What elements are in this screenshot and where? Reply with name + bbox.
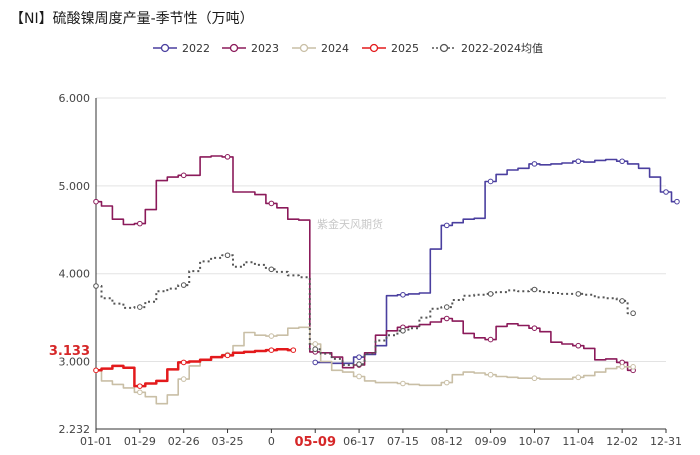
series-point-2024	[312, 341, 319, 347]
watermark-text: 紫金天风期货	[317, 217, 383, 231]
series-point-2022-2024均值	[356, 361, 362, 367]
series-point-2022-2024均值	[443, 304, 450, 310]
x-tick-label: 0	[268, 435, 275, 448]
y-tick-label: 3.000	[59, 356, 91, 369]
series-line-2023	[96, 155, 634, 372]
series-point-2023	[443, 315, 450, 322]
series-point-2024	[268, 333, 275, 339]
series-point-2023	[268, 200, 275, 207]
series-point-2022	[356, 354, 362, 360]
legend-label-2022-2024均值: 2022-2024均值	[461, 42, 543, 55]
series-point-2024	[137, 389, 143, 396]
series-point-2024	[531, 375, 538, 382]
series-point-2024	[443, 379, 450, 386]
y-tick-label: 4.000	[59, 268, 91, 281]
legend-label-2024: 2024	[321, 42, 349, 55]
series-point-2022-2024均值	[137, 304, 143, 310]
y-tick-label: 2.232	[59, 423, 91, 436]
series-point-2024	[180, 376, 187, 382]
series-point-2022	[487, 178, 494, 185]
x-tick-label: 03-25	[212, 435, 244, 448]
series-point-2022	[312, 359, 319, 366]
series-point-2022	[663, 189, 669, 195]
series-point-2022-2024均值	[224, 252, 231, 259]
series-point-2023	[180, 172, 187, 179]
legend-marker-2022-2024均值	[439, 43, 449, 53]
series-point-2022-2024均值	[268, 266, 275, 273]
x-tick-label: 09-09	[475, 435, 507, 448]
series-point-2022-2024均值	[312, 346, 319, 353]
series-point-2022-2024均值	[575, 291, 582, 297]
series-point-2022	[619, 158, 625, 165]
legend-label-2022: 2022	[182, 42, 210, 55]
series-point-2024	[356, 373, 362, 380]
series-point-2022	[400, 291, 406, 298]
legend-marker-2023	[229, 43, 239, 53]
y-tick-label: 6.000	[59, 92, 91, 105]
series-point-2025	[224, 352, 231, 359]
x-highlight-label: 05-09	[294, 435, 336, 450]
x-tick-label: 02-26	[168, 435, 200, 448]
series-point-2022	[575, 158, 582, 165]
series-line-2022-2024均值	[96, 254, 634, 366]
x-tick-label: 10-07	[518, 435, 550, 448]
series-point-2024	[630, 364, 636, 370]
legend-label-2023: 2023	[251, 42, 279, 55]
series-point-2023	[137, 220, 143, 227]
series-point-2022-2024均值	[630, 310, 636, 317]
series-point-2022	[674, 198, 680, 205]
series-point-2025	[268, 347, 275, 353]
x-tick-label: 01-01	[80, 435, 112, 448]
series-point-2025	[290, 347, 297, 353]
series-point-2022-2024均值	[180, 282, 187, 288]
series-point-2024	[619, 364, 625, 370]
legend-marker-2022	[160, 43, 170, 53]
series-line-2025	[96, 347, 294, 388]
series-point-2025	[93, 367, 99, 374]
series-point-2022	[443, 222, 450, 229]
series-point-2024	[487, 371, 494, 378]
y-tick-label: 5.000	[59, 180, 91, 193]
series-point-2024	[575, 374, 582, 381]
legend-label-2025: 2025	[391, 42, 419, 55]
series-point-2022	[531, 161, 538, 167]
chart-title: 【NI】硫酸镍周度产量-季节性（万吨）	[10, 11, 254, 27]
legend-marker-2024	[299, 43, 309, 53]
series-point-2022-2024均值	[619, 298, 625, 304]
legend-marker-2025	[369, 43, 379, 53]
series-line-2022	[315, 158, 677, 365]
x-tick-label: 01-29	[124, 435, 156, 448]
series-point-2022-2024均值	[400, 327, 406, 334]
x-tick-label: 06-17	[343, 435, 375, 448]
x-tick-label: 12-02	[606, 435, 638, 448]
series-point-2023	[93, 198, 99, 205]
series-point-2022-2024均值	[487, 291, 494, 297]
series-point-2023	[487, 336, 494, 343]
x-tick-label: 08-12	[431, 435, 463, 448]
y-highlight-label: 3.133	[49, 344, 90, 359]
series-point-2025	[137, 383, 143, 389]
series-point-2023	[575, 342, 582, 349]
series-point-2023	[531, 325, 538, 331]
x-tick-label: 07-15	[387, 435, 419, 448]
series-point-2024	[400, 380, 406, 387]
series-point-2022-2024均值	[93, 283, 99, 289]
x-tick-label: 11-04	[562, 435, 594, 448]
x-tick-label: 12-31	[650, 435, 682, 448]
series-point-2025	[180, 359, 187, 366]
series-point-2022-2024均值	[531, 286, 538, 293]
series-point-2023	[224, 154, 231, 160]
